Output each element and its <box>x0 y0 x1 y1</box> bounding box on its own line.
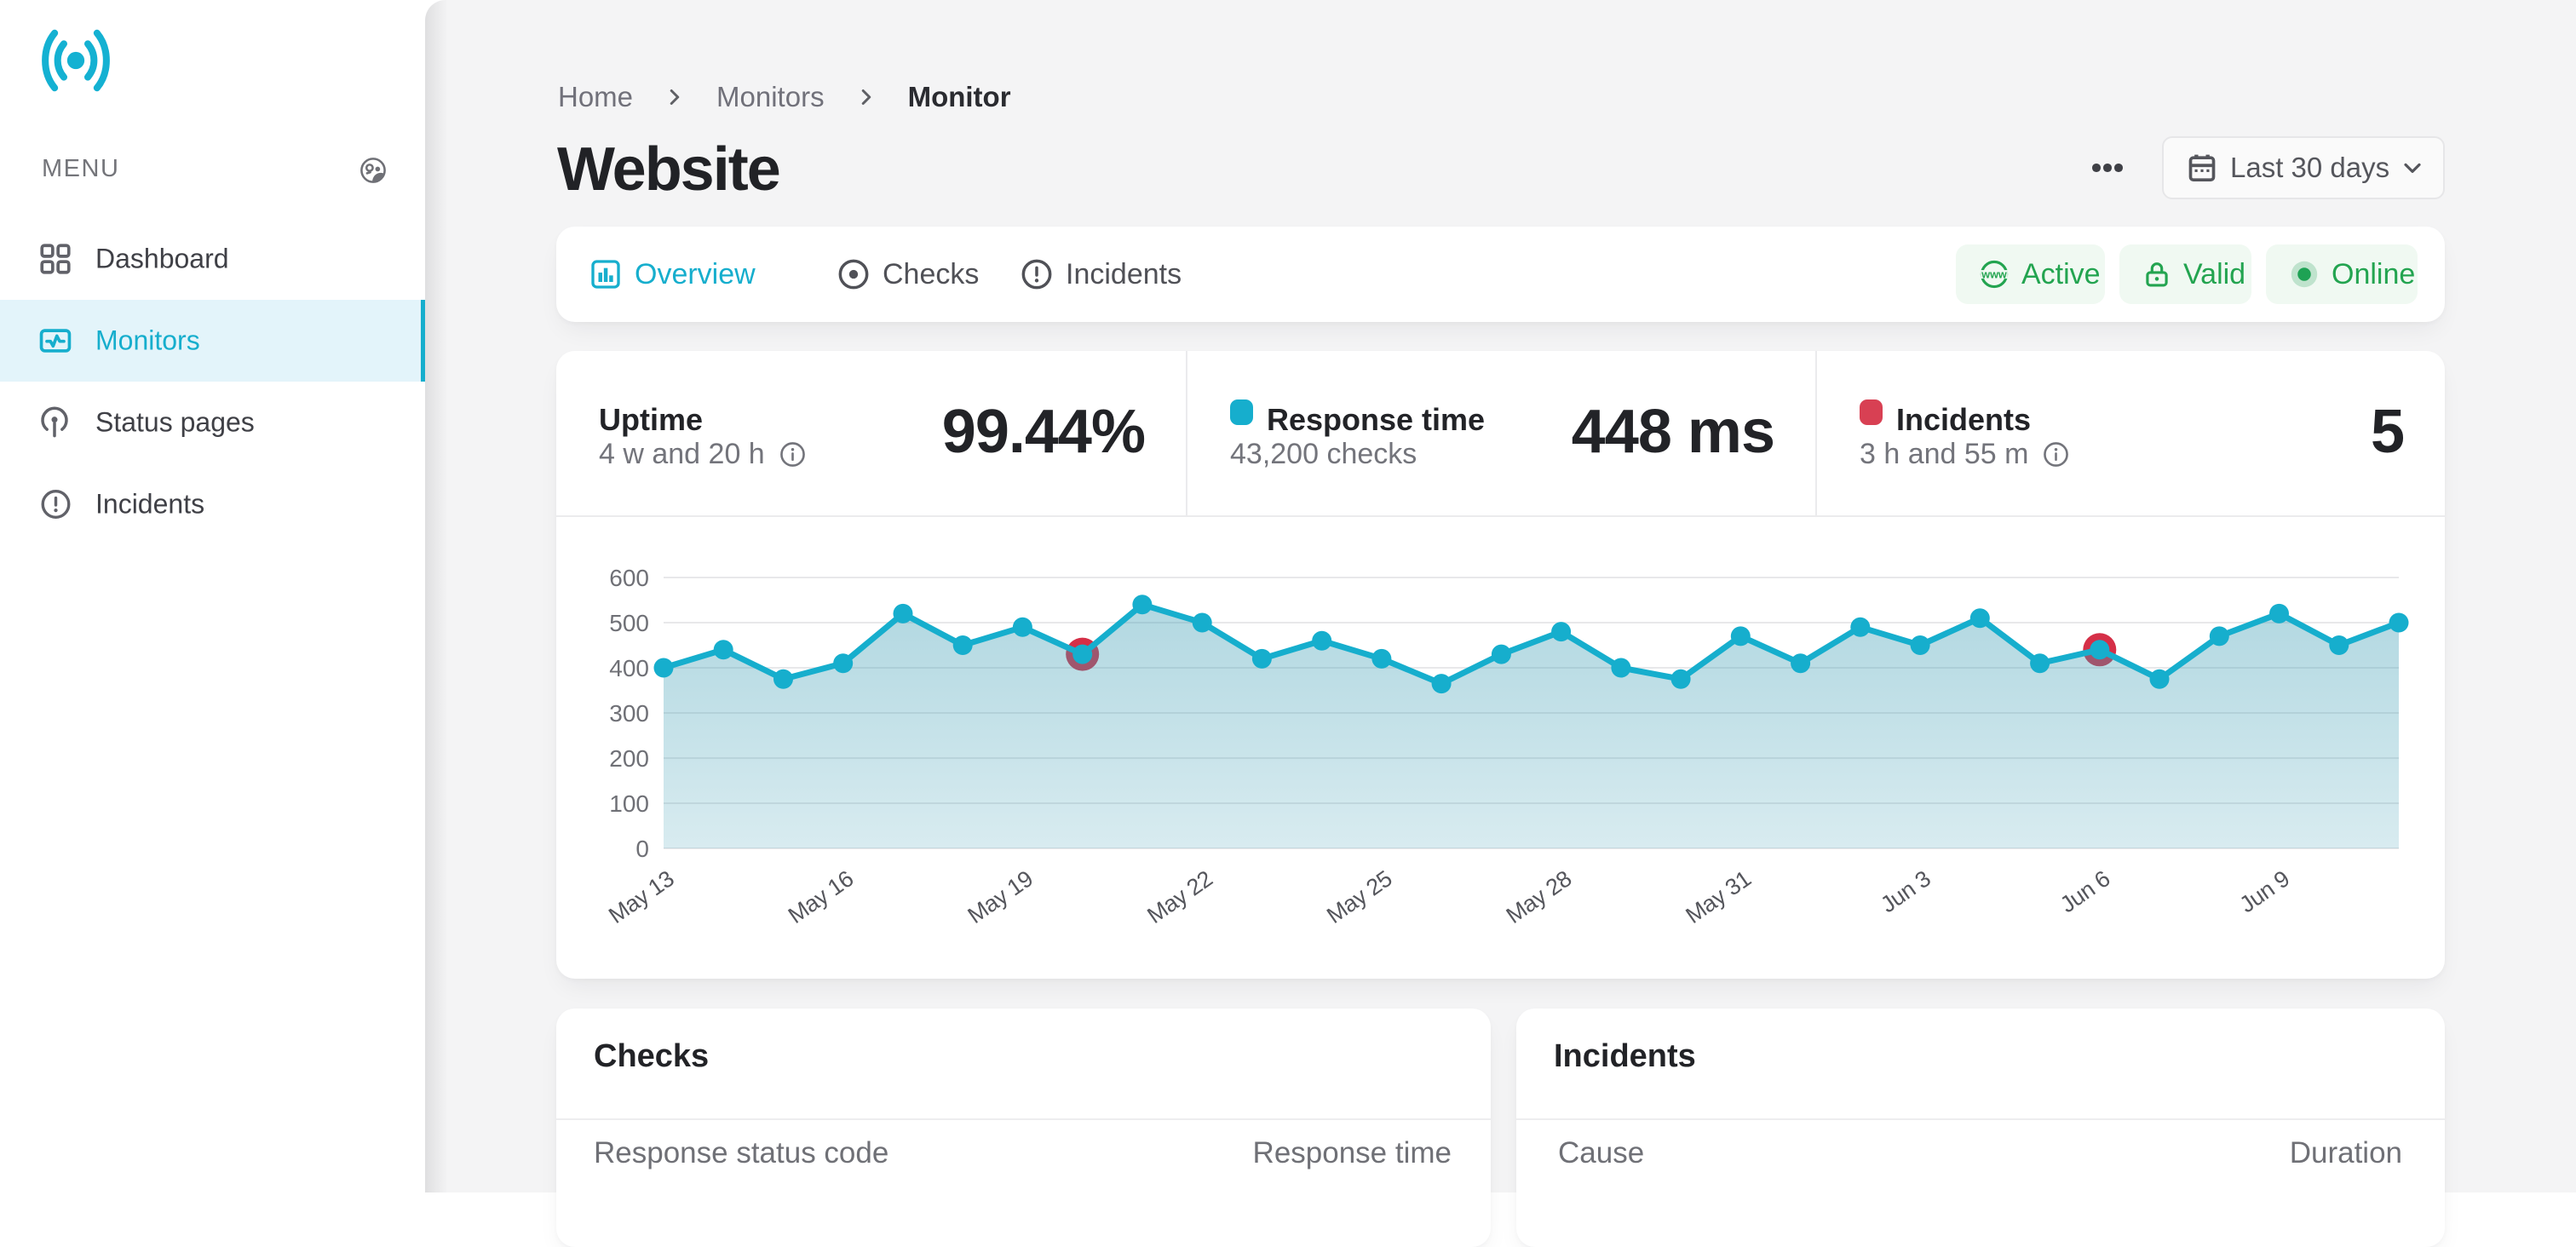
svg-text:May 19: May 19 <box>963 865 1038 928</box>
svg-text:May 13: May 13 <box>604 865 678 928</box>
svg-text:May 22: May 22 <box>1142 865 1216 928</box>
svg-text:May 31: May 31 <box>1681 865 1755 928</box>
svg-text:300: 300 <box>609 700 649 727</box>
svg-text:May 25: May 25 <box>1322 865 1396 928</box>
svg-text:200: 200 <box>609 745 649 772</box>
svg-text:Jun 6: Jun 6 <box>2056 865 2114 917</box>
svg-text:Jun 9: Jun 9 <box>2235 865 2294 917</box>
svg-text:100: 100 <box>609 790 649 817</box>
svg-text:May 16: May 16 <box>784 865 858 928</box>
svg-text:500: 500 <box>609 610 649 636</box>
svg-text:Jun 3: Jun 3 <box>1876 865 1935 917</box>
svg-text:www: www <box>1981 268 2007 280</box>
svg-text:400: 400 <box>609 655 649 681</box>
svg-text:May 28: May 28 <box>1502 865 1576 928</box>
svg-text:600: 600 <box>609 565 649 591</box>
svg-text:0: 0 <box>635 836 649 862</box>
